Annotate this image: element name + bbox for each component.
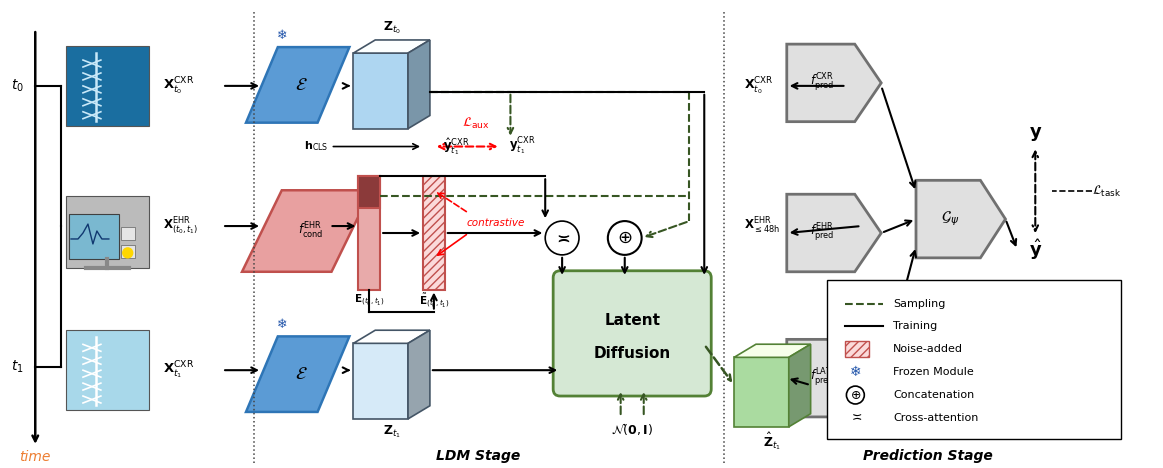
Text: $\mathcal{E}$: $\mathcal{E}$	[295, 76, 308, 94]
Text: $\mathbf{h}_{\mathrm{CLS}}$: $\mathbf{h}_{\mathrm{CLS}}$	[305, 139, 328, 154]
Polygon shape	[247, 47, 349, 123]
Text: $\mathbf{Z}_{t_0}$: $\mathbf{Z}_{t_0}$	[383, 20, 401, 37]
Text: $\mathbf{X}^{\mathrm{EHR}}_{\leq 48\mathrm{h}}$: $\mathbf{X}^{\mathrm{EHR}}_{\leq 48\math…	[744, 216, 780, 236]
FancyBboxPatch shape	[121, 245, 135, 258]
Text: $\mathcal{L}_{\mathrm{aux}}$: $\mathcal{L}_{\mathrm{aux}}$	[462, 116, 490, 131]
FancyBboxPatch shape	[827, 280, 1121, 439]
Text: ❄: ❄	[277, 29, 287, 42]
Text: $\mathcal{E}$: $\mathcal{E}$	[295, 365, 308, 383]
Text: $\tilde{\mathbf{E}}_{(t_0,t_1)}$: $\tilde{\mathbf{E}}_{(t_0,t_1)}$	[419, 292, 449, 310]
Text: $\mathbf{Z}_{t_1}$: $\mathbf{Z}_{t_1}$	[383, 424, 400, 440]
Text: $\mathbf{X}^{\mathrm{CXR}}_{t_1}$: $\mathbf{X}^{\mathrm{CXR}}_{t_1}$	[163, 359, 194, 381]
Text: $f^{\mathrm{CXR}}_{\mathrm{pred}}$: $f^{\mathrm{CXR}}_{\mathrm{pred}}$	[811, 72, 835, 94]
Polygon shape	[787, 339, 882, 417]
FancyBboxPatch shape	[358, 176, 380, 290]
Text: $\asymp$: $\asymp$	[849, 411, 862, 424]
Text: $t_0$: $t_0$	[10, 78, 23, 94]
Text: $\mathbf{y}$: $\mathbf{y}$	[1028, 124, 1042, 143]
Polygon shape	[789, 344, 811, 427]
Text: Noise-added: Noise-added	[893, 344, 963, 354]
Text: $\mathbf{X}^{\mathrm{CXR}}_{t_0}$: $\mathbf{X}^{\mathrm{CXR}}_{t_0}$	[163, 75, 194, 97]
FancyBboxPatch shape	[423, 176, 444, 290]
Text: $\mathbf{y}^{\mathrm{CXR}}_{t_1}$: $\mathbf{y}^{\mathrm{CXR}}_{t_1}$	[509, 136, 536, 157]
Text: $f^{\mathrm{LAT}}_{\mathrm{pred}}$: $f^{\mathrm{LAT}}_{\mathrm{pred}}$	[811, 367, 835, 389]
Circle shape	[608, 221, 642, 255]
FancyBboxPatch shape	[66, 46, 149, 125]
Text: LDM Stage: LDM Stage	[436, 449, 521, 463]
FancyBboxPatch shape	[69, 214, 119, 259]
Text: Concatenation: Concatenation	[893, 390, 975, 400]
Text: $\hat{\mathbf{y}}^{\mathrm{CXR}}_{t_1}$: $\hat{\mathbf{y}}^{\mathrm{CXR}}_{t_1}$	[443, 136, 470, 157]
Text: $\mathbf{X}^{\mathrm{CXR}}_{t_0}$: $\mathbf{X}^{\mathrm{CXR}}_{t_0}$	[744, 75, 773, 97]
Text: $f^{\mathrm{EHR}}_{\mathrm{pred}}$: $f^{\mathrm{EHR}}_{\mathrm{pred}}$	[811, 222, 835, 244]
Text: $\mathbf{X}^{\mathrm{EHR}}_{(t_0,t_1)}$: $\mathbf{X}^{\mathrm{EHR}}_{(t_0,t_1)}$	[163, 215, 198, 237]
Text: $\oplus$: $\oplus$	[850, 388, 861, 402]
FancyBboxPatch shape	[358, 176, 380, 208]
Polygon shape	[242, 190, 371, 272]
Polygon shape	[354, 330, 430, 344]
Text: $\hat{\mathbf{Z}}_{t_1}$: $\hat{\mathbf{Z}}_{t_1}$	[763, 430, 782, 452]
Text: ❄: ❄	[277, 318, 287, 331]
Text: Prediction Stage: Prediction Stage	[863, 449, 993, 463]
Text: Frozen Module: Frozen Module	[893, 367, 973, 377]
Text: $\oplus$: $\oplus$	[618, 229, 633, 247]
Text: contrastive: contrastive	[466, 218, 525, 228]
Text: ❄: ❄	[849, 365, 861, 379]
Polygon shape	[734, 358, 789, 427]
Text: Sampling: Sampling	[893, 299, 946, 308]
Text: $t_1$: $t_1$	[10, 359, 23, 375]
Polygon shape	[354, 40, 430, 53]
Circle shape	[847, 386, 864, 404]
Text: $\asymp$: $\asymp$	[554, 229, 571, 247]
Text: Diffusion: Diffusion	[593, 346, 671, 361]
Polygon shape	[354, 344, 408, 419]
FancyBboxPatch shape	[554, 271, 712, 396]
Polygon shape	[734, 344, 811, 358]
Circle shape	[123, 248, 133, 258]
Text: $\mathbf{E}_{(t_0,t_1)}$: $\mathbf{E}_{(t_0,t_1)}$	[354, 293, 385, 308]
Text: Cross-attention: Cross-attention	[893, 413, 978, 423]
Polygon shape	[354, 53, 408, 129]
Polygon shape	[408, 40, 430, 129]
Text: $\mathcal{L}_{\mathrm{task}}$: $\mathcal{L}_{\mathrm{task}}$	[1092, 184, 1121, 199]
Text: $f^{\mathrm{EHR}}_{\mathrm{cond}}$: $f^{\mathrm{EHR}}_{\mathrm{cond}}$	[298, 221, 323, 241]
FancyBboxPatch shape	[121, 227, 135, 240]
Text: $\mathcal{G}_\psi$: $\mathcal{G}_\psi$	[941, 210, 959, 228]
Polygon shape	[408, 330, 430, 419]
Polygon shape	[247, 336, 349, 412]
Polygon shape	[787, 44, 882, 122]
Polygon shape	[916, 180, 1006, 258]
Polygon shape	[787, 194, 882, 272]
Text: $\hat{\mathbf{y}}$: $\hat{\mathbf{y}}$	[1028, 238, 1042, 262]
Circle shape	[545, 221, 579, 255]
Text: Training: Training	[893, 322, 937, 331]
Text: $\asymp$: $\asymp$	[555, 231, 570, 245]
FancyBboxPatch shape	[66, 196, 149, 268]
Text: time: time	[20, 450, 51, 464]
Text: Latent: Latent	[605, 313, 661, 328]
FancyBboxPatch shape	[846, 341, 869, 357]
Text: $\mathcal{N}(\mathbf{0},\mathbf{I})$: $\mathcal{N}(\mathbf{0},\mathbf{I})$	[611, 421, 654, 437]
FancyBboxPatch shape	[66, 330, 149, 410]
